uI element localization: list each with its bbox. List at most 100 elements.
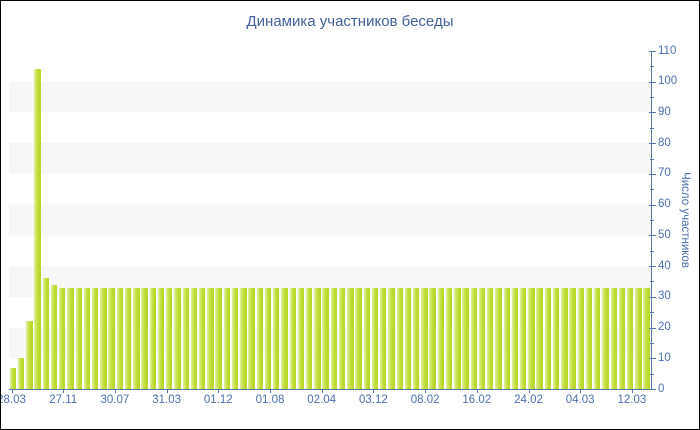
bar <box>585 287 593 389</box>
bar <box>429 287 436 389</box>
bar <box>503 287 510 389</box>
bar <box>17 358 25 389</box>
x-tick-label: 27.11 <box>49 394 78 406</box>
y-tick-major <box>649 204 656 206</box>
x-tick <box>114 389 116 393</box>
y-tick-label: 30 <box>658 290 671 303</box>
bar <box>643 287 650 389</box>
y-tick-minor <box>650 127 654 129</box>
bar <box>108 287 115 389</box>
y-axis-title: Число участников <box>679 172 691 268</box>
bar <box>552 287 560 389</box>
bar <box>388 287 395 389</box>
y-tick-label: 80 <box>658 136 671 149</box>
y-tick-major <box>649 81 656 83</box>
bar <box>520 287 527 389</box>
bar <box>231 287 239 389</box>
bar <box>133 287 140 389</box>
y-tick-label: 100 <box>658 75 678 88</box>
bar <box>83 287 91 389</box>
bar <box>182 287 189 389</box>
bar <box>306 287 313 389</box>
bar <box>437 287 445 389</box>
chart-title: Динамика участников беседы <box>246 13 454 30</box>
x-tick <box>63 389 65 393</box>
y-tick-minor <box>650 373 654 375</box>
bar <box>495 287 502 389</box>
bar <box>561 287 568 389</box>
bar <box>635 287 642 389</box>
bar <box>371 287 379 389</box>
bar <box>322 287 329 389</box>
bar <box>421 287 428 389</box>
y-tick-label: 110 <box>658 44 677 57</box>
bar <box>273 287 280 389</box>
bar <box>627 287 634 389</box>
x-tick <box>321 389 323 393</box>
y-tick-label: 40 <box>658 259 671 272</box>
bar <box>215 287 222 389</box>
bar <box>445 287 453 389</box>
bar <box>141 287 148 389</box>
x-tick <box>373 389 375 393</box>
x-tick-label: 16.02 <box>462 394 492 406</box>
y-tick-major <box>649 296 656 298</box>
x-tick <box>476 389 478 393</box>
y-tick-major <box>649 112 656 114</box>
y-tick-major <box>649 235 656 237</box>
x-tick <box>425 389 427 393</box>
bar <box>380 287 387 389</box>
bar <box>199 287 206 389</box>
x-tick <box>11 389 13 393</box>
y-tick-label: 20 <box>658 321 671 334</box>
bar <box>59 287 66 389</box>
bar <box>248 287 255 389</box>
bar <box>157 287 165 389</box>
bar <box>462 287 469 389</box>
bar <box>149 287 156 389</box>
bar <box>396 287 403 389</box>
bar <box>92 287 99 389</box>
bar <box>404 287 412 389</box>
x-tick-label: 01.12 <box>203 394 233 406</box>
x-tick-label: 30.07 <box>100 394 130 406</box>
bar <box>207 287 214 389</box>
x-tick-label: 01.08 <box>255 394 285 406</box>
bar <box>602 287 609 389</box>
y-tick-minor <box>650 220 654 221</box>
y-tick-major <box>649 327 656 329</box>
x-tick-label: 02.04 <box>307 394 337 406</box>
x-tick-label: 04.03 <box>565 394 595 406</box>
bar <box>347 287 354 389</box>
y-tick-label: 10 <box>658 351 671 364</box>
bar <box>289 287 296 389</box>
y-tick-minor <box>650 312 654 314</box>
x-tick-label: 28.03 <box>1 394 26 406</box>
y-tick-minor <box>650 158 654 160</box>
bar <box>26 321 33 389</box>
x-tick-label: 12.03 <box>617 394 647 406</box>
bar <box>454 287 461 389</box>
y-tick-minor <box>650 66 654 68</box>
plot-area <box>9 51 651 389</box>
x-tick-label: 24.02 <box>514 394 543 406</box>
y-tick-major <box>649 389 656 390</box>
bar <box>363 287 370 389</box>
bar <box>264 287 272 389</box>
bar <box>355 287 362 389</box>
bar <box>330 287 338 389</box>
x-tick <box>528 389 530 393</box>
y-tick-minor <box>650 250 654 252</box>
y-tick-major <box>649 173 656 175</box>
y-tick-major <box>649 143 656 145</box>
bar <box>594 287 601 389</box>
bar <box>610 287 617 389</box>
bars-layer <box>9 51 651 389</box>
y-tick-major <box>649 266 656 268</box>
bar <box>338 287 346 389</box>
x-tick-label: 31.03 <box>152 394 181 406</box>
x-tick-label: 03.12 <box>359 394 388 406</box>
bar <box>281 287 288 389</box>
bar <box>75 287 82 389</box>
bar <box>536 287 543 389</box>
